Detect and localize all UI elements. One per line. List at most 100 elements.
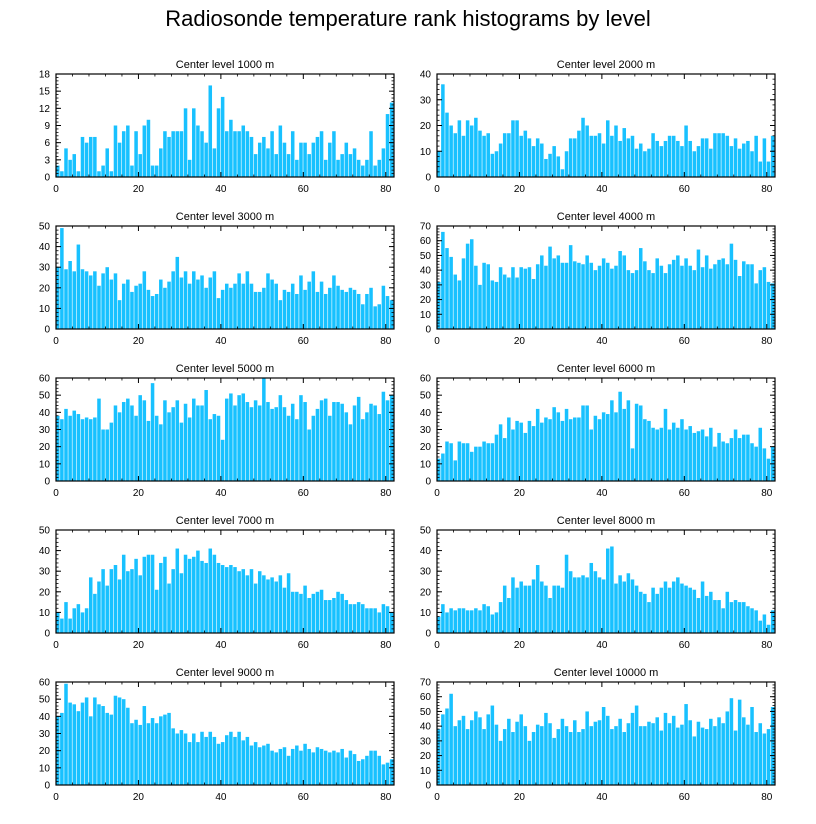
bar: [696, 597, 701, 633]
bar: [507, 133, 511, 177]
bar: [494, 434, 499, 481]
bar: [138, 283, 142, 329]
bar: [56, 612, 60, 633]
bar: [754, 446, 758, 481]
bar: [290, 748, 295, 785]
bar: [216, 562, 221, 633]
bar: [507, 277, 511, 329]
bar: [573, 720, 577, 785]
bar: [121, 283, 126, 329]
bar: [352, 604, 357, 633]
bar: [688, 720, 692, 785]
bar: [72, 410, 77, 481]
bar: [295, 745, 299, 785]
bar: [253, 742, 258, 785]
bar: [663, 581, 668, 633]
bar: [441, 231, 445, 329]
x-tick-label: 80: [380, 184, 392, 195]
bar: [229, 565, 233, 633]
y-tick-label: 0: [44, 629, 50, 640]
bar: [511, 577, 515, 633]
panel-title: Center level 1000 m: [176, 59, 274, 71]
bar: [709, 591, 713, 633]
bar: [60, 171, 64, 177]
bar: [241, 740, 246, 785]
bar: [766, 458, 771, 481]
bar: [225, 398, 229, 481]
y-tick-label: 40: [420, 722, 432, 733]
bar: [270, 577, 274, 633]
bar: [465, 443, 470, 481]
bar: [535, 724, 540, 785]
bar: [610, 268, 614, 329]
bar: [315, 408, 320, 481]
bar: [282, 587, 287, 633]
bar: [278, 395, 283, 481]
bar: [494, 281, 499, 329]
x-tick-label: 0: [434, 640, 440, 651]
bar: [266, 273, 270, 329]
bar: [241, 125, 246, 177]
bar: [361, 419, 365, 481]
bar: [183, 271, 188, 329]
bar: [560, 262, 565, 329]
plot-frame: [436, 529, 776, 634]
bar: [589, 135, 594, 177]
bar: [332, 275, 336, 329]
bar: [676, 427, 680, 481]
bar: [742, 261, 746, 329]
bar: [737, 699, 742, 785]
bar: [299, 750, 303, 785]
bar: [72, 608, 77, 633]
bar: [515, 277, 519, 329]
bar: [60, 228, 64, 329]
bar: [519, 267, 523, 329]
bar: [220, 742, 225, 785]
bar: [60, 618, 64, 633]
bar: [225, 567, 229, 633]
bar: [671, 259, 676, 329]
panel-title: Center level 2000 m: [557, 59, 655, 71]
bar: [606, 715, 610, 785]
bar: [721, 133, 725, 177]
y-tick-label: 50: [420, 707, 432, 718]
bar: [527, 267, 532, 329]
figure-title: Radiosonde temperature rank histograms b…: [165, 6, 651, 31]
bar: [573, 138, 577, 178]
bar: [655, 140, 659, 177]
bar: [245, 402, 250, 481]
bar: [192, 108, 196, 177]
bar: [614, 125, 618, 177]
bar: [606, 120, 610, 177]
y-tick-label: 70: [420, 222, 432, 233]
bar: [564, 554, 569, 633]
bar: [373, 165, 377, 177]
bar: [319, 400, 324, 481]
bar: [303, 585, 307, 633]
bar: [568, 571, 573, 633]
y-tick-label: 20: [39, 283, 51, 294]
bar: [688, 587, 692, 633]
bar: [676, 140, 680, 177]
bar: [556, 412, 561, 481]
panel-title: Center level 10000 m: [554, 667, 659, 679]
bar: [340, 403, 344, 481]
bar: [531, 146, 536, 177]
bar: [113, 405, 118, 481]
x-tick-label: 40: [596, 184, 608, 195]
bar: [299, 593, 303, 633]
bar: [638, 248, 643, 329]
bar: [97, 704, 101, 785]
bar: [179, 573, 184, 633]
bar: [117, 579, 122, 633]
bar: [266, 402, 270, 481]
bar: [581, 405, 585, 481]
bar: [643, 261, 647, 329]
bar: [457, 280, 462, 329]
bar: [216, 415, 221, 481]
bar: [540, 726, 544, 785]
bar: [179, 730, 184, 785]
bar: [163, 556, 167, 633]
bar: [208, 731, 213, 785]
bar: [651, 273, 655, 329]
